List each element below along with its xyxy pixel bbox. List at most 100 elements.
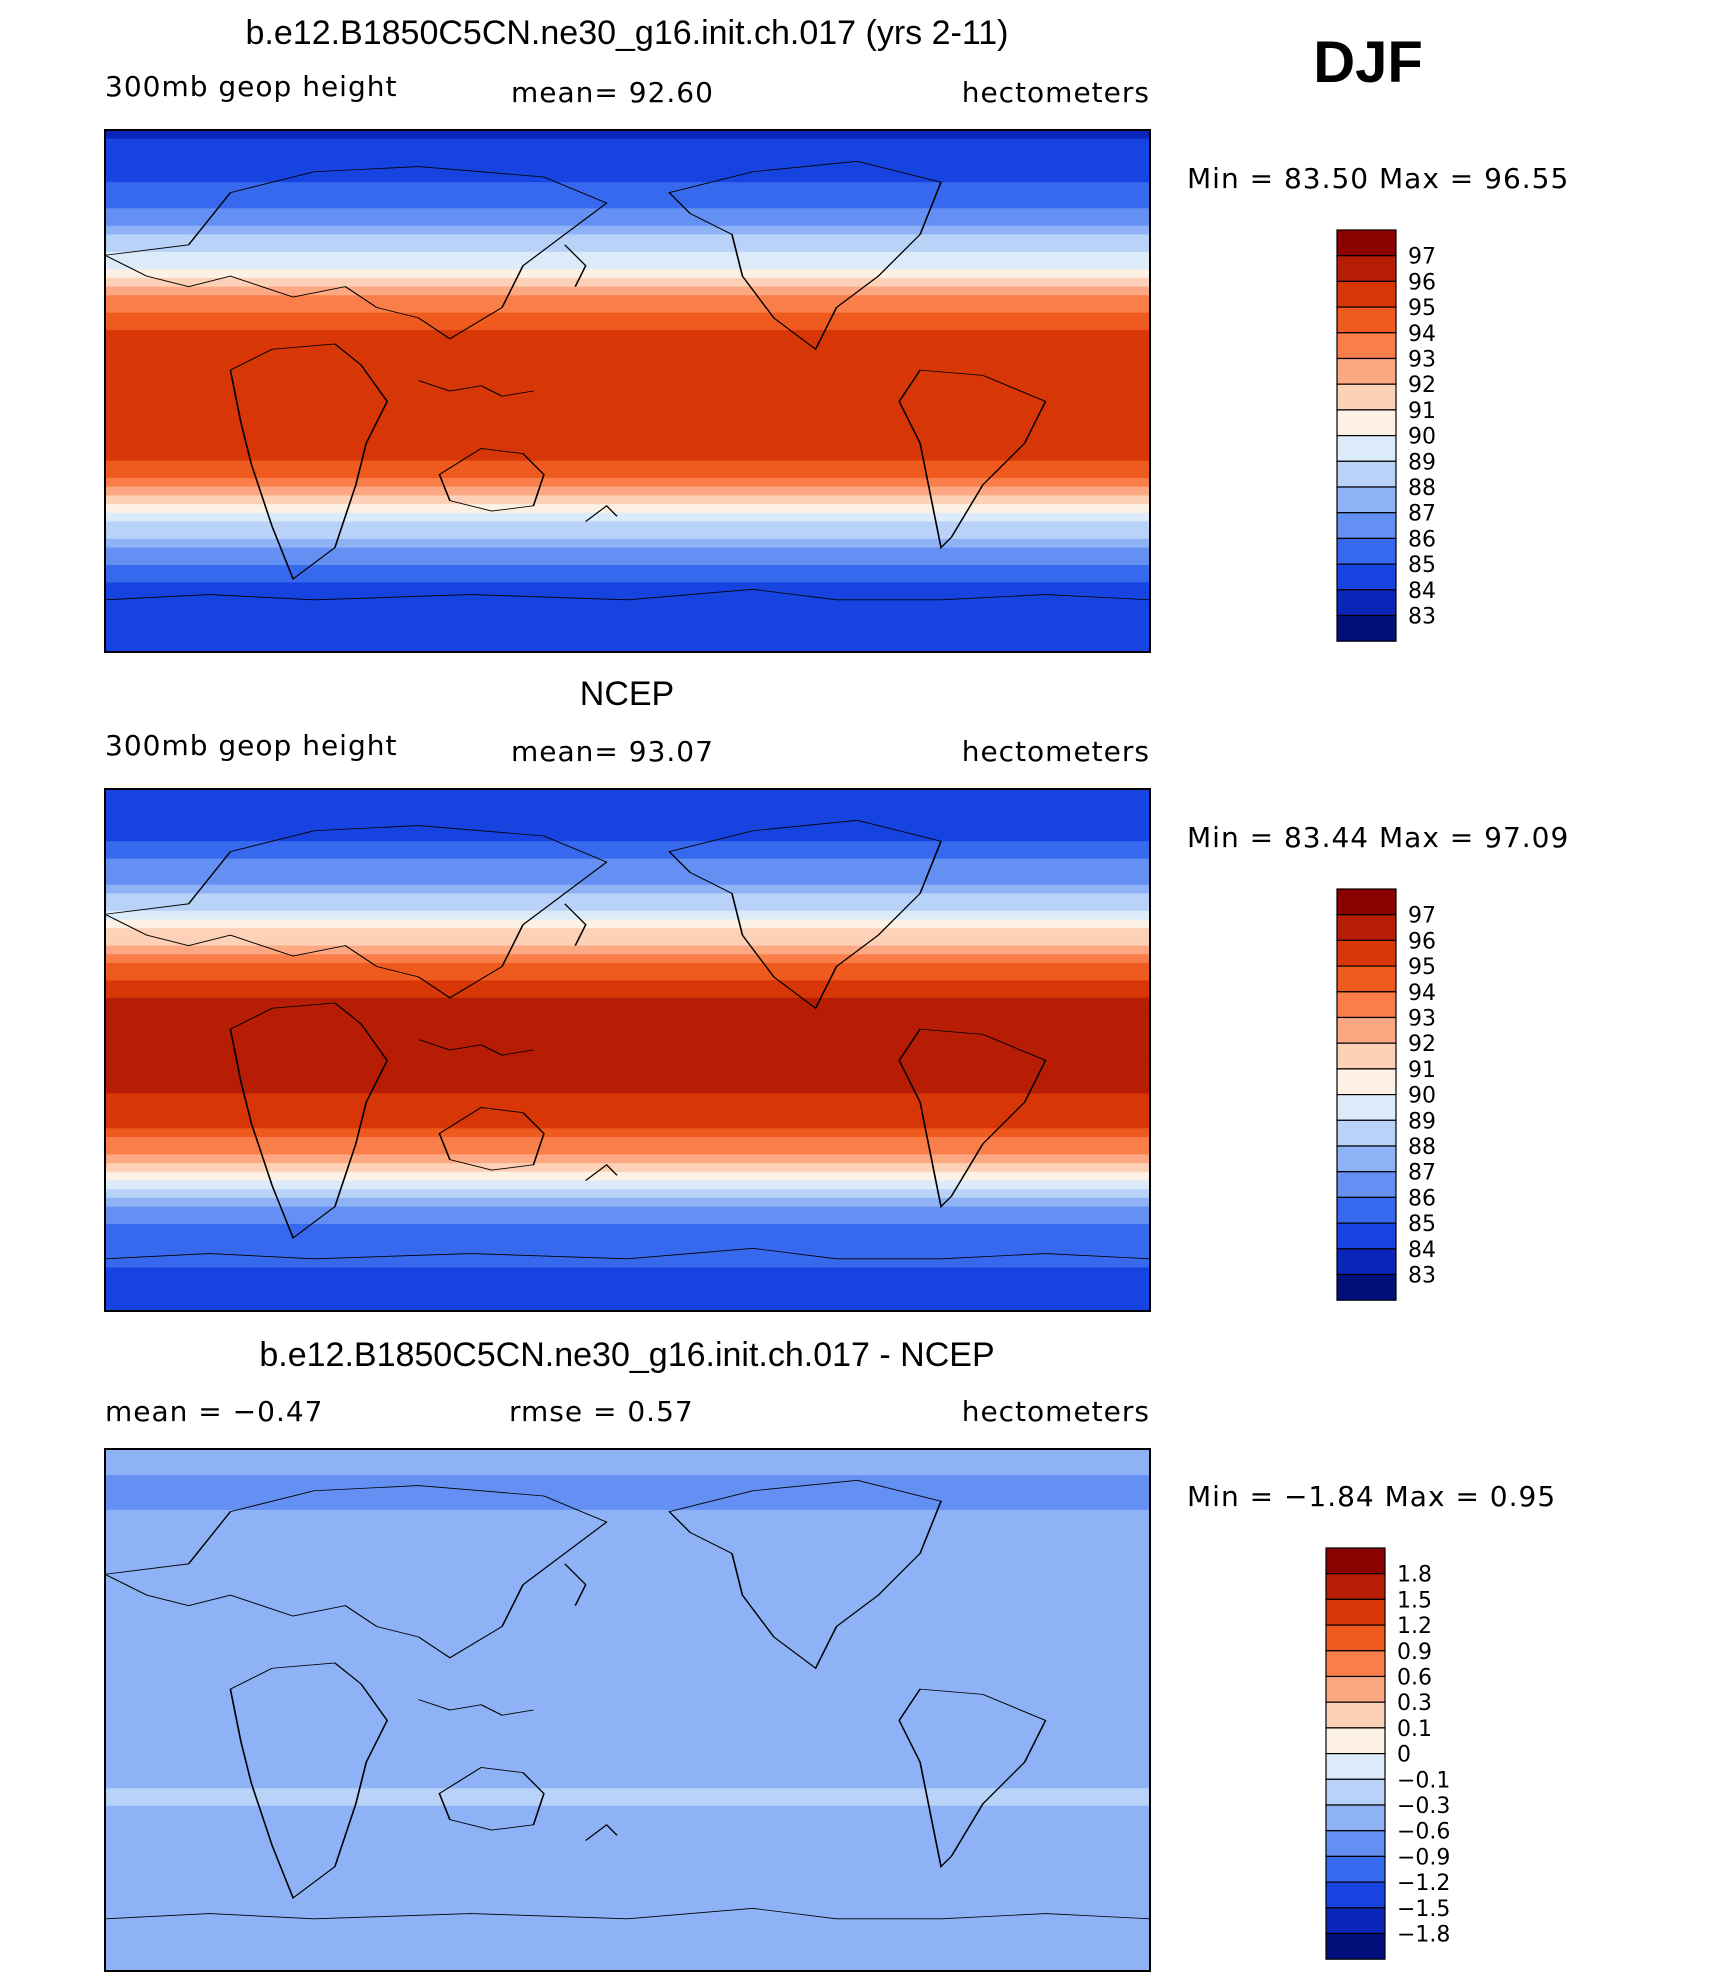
field-band xyxy=(105,1614,1150,1624)
panel-obs-frame xyxy=(104,788,1151,1312)
field-band xyxy=(105,1884,1150,1894)
field-band xyxy=(105,1797,1150,1807)
colorbar-swatch xyxy=(1336,914,1397,942)
panel-diff-rmse: rmse = 0.57 xyxy=(509,1395,694,1428)
panel-diff-title: b.e12.B1850C5CN.ne30_g16.init.ch.017 - N… xyxy=(259,1336,994,1374)
field-band xyxy=(105,1041,1150,1051)
field-band xyxy=(105,417,1150,427)
colorbar-tick-label: 92 xyxy=(1408,1032,1436,1057)
field-band xyxy=(105,1518,1150,1528)
colorbar-tick-label: −0.1 xyxy=(1397,1768,1450,1793)
field-band xyxy=(105,304,1150,314)
field-band xyxy=(105,1623,1150,1633)
field-band xyxy=(105,841,1150,851)
field-band xyxy=(105,138,1150,148)
colorbar-swatch xyxy=(1336,332,1397,360)
field-band xyxy=(105,1449,1150,1459)
panel-model-frame xyxy=(104,129,1151,653)
colorbar-swatch xyxy=(1325,1830,1386,1857)
field-band xyxy=(105,1640,1150,1650)
colorbar-tick-label: 1.5 xyxy=(1397,1588,1432,1613)
field-band xyxy=(105,1189,1150,1199)
colorbar-tick-label: 86 xyxy=(1408,527,1436,552)
field-band xyxy=(105,1701,1150,1711)
field-band xyxy=(105,954,1150,964)
field-band xyxy=(105,1163,1150,1173)
season-label: DJF xyxy=(1313,30,1423,95)
field-band xyxy=(105,1831,1150,1842)
colorbar-tick-label: 97 xyxy=(1408,245,1436,270)
field-band xyxy=(105,486,1150,496)
colorbar-swatch xyxy=(1336,1222,1397,1250)
field-band xyxy=(105,1570,1150,1581)
field-band xyxy=(105,156,1150,166)
field-band xyxy=(105,1631,1150,1641)
colorbar-tick-label: 93 xyxy=(1408,1007,1436,1032)
panel-obs-mean: mean= 93.07 xyxy=(511,735,714,768)
colorbar-tick-label: −1.8 xyxy=(1397,1923,1450,1948)
panel-diff-map xyxy=(105,1449,1150,1971)
field-band xyxy=(105,1197,1150,1208)
field-band xyxy=(105,1093,1150,1103)
colorbar-swatch xyxy=(1325,1598,1386,1626)
field-band xyxy=(105,538,1150,549)
field-band xyxy=(105,989,1150,999)
colorbar-swatch xyxy=(1325,1624,1386,1652)
field-band xyxy=(105,849,1150,860)
field-band xyxy=(105,495,1150,505)
field-band xyxy=(105,1744,1150,1755)
field-band xyxy=(105,1657,1150,1668)
field-band xyxy=(105,1683,1150,1694)
field-band xyxy=(105,173,1150,183)
field-band xyxy=(105,225,1150,235)
colorbar-swatch xyxy=(1336,486,1397,514)
field-band xyxy=(105,391,1150,401)
field-band xyxy=(105,208,1150,218)
field-band xyxy=(105,1032,1150,1042)
panel-diff-mean: mean = −0.47 xyxy=(105,1395,323,1428)
field-band xyxy=(105,1840,1150,1850)
panel-diff-minmax: Min = −1.84 Max = 0.95 xyxy=(1187,1480,1556,1513)
field-band xyxy=(105,1258,1150,1269)
colorbar-swatch xyxy=(1336,991,1397,1019)
panel-obs-units: hectometers xyxy=(962,735,1150,768)
colorbar-tick-label: 0 xyxy=(1397,1743,1411,1768)
field-band xyxy=(105,591,1150,601)
colorbar-tick-label: 87 xyxy=(1408,1161,1436,1186)
field-band xyxy=(105,1171,1150,1182)
field-band xyxy=(105,1875,1150,1885)
field-band xyxy=(105,1145,1150,1155)
panel-diff: b.e12.B1850C5CN.ne30_g16.init.ch.017 - N… xyxy=(104,1336,1556,1972)
field-band xyxy=(105,1770,1150,1781)
field-band xyxy=(105,1509,1150,1520)
colorbar-swatch xyxy=(1336,1171,1397,1198)
field-band xyxy=(105,1710,1150,1720)
colorbar-tick-label: −0.9 xyxy=(1397,1845,1450,1870)
colorbar-swatch xyxy=(1336,1093,1397,1121)
field-band xyxy=(105,469,1150,479)
field-band xyxy=(105,1058,1150,1068)
field-band xyxy=(105,408,1150,418)
colorbar-swatch xyxy=(1336,589,1397,617)
colorbar-tick-label: −0.6 xyxy=(1397,1820,1450,1845)
field-band xyxy=(105,295,1150,305)
field-band xyxy=(105,251,1150,262)
colorbar-tick-label: 85 xyxy=(1408,1212,1436,1237)
field-band xyxy=(105,1076,1150,1086)
colorbar-tick-label: 91 xyxy=(1408,399,1436,424)
field-band xyxy=(105,1050,1150,1060)
field-band xyxy=(105,617,1150,627)
field-band xyxy=(105,1823,1150,1833)
colorbar-tick-label: 95 xyxy=(1408,296,1436,321)
colorbar-swatch xyxy=(1336,1196,1397,1224)
colorbar-tick-label: 86 xyxy=(1408,1186,1436,1211)
field-band xyxy=(105,893,1150,903)
panel-model-units: hectometers xyxy=(962,76,1150,109)
field-band xyxy=(105,1536,1150,1546)
field-band xyxy=(105,1736,1150,1746)
field-band xyxy=(105,199,1150,209)
field-band xyxy=(105,806,1150,816)
